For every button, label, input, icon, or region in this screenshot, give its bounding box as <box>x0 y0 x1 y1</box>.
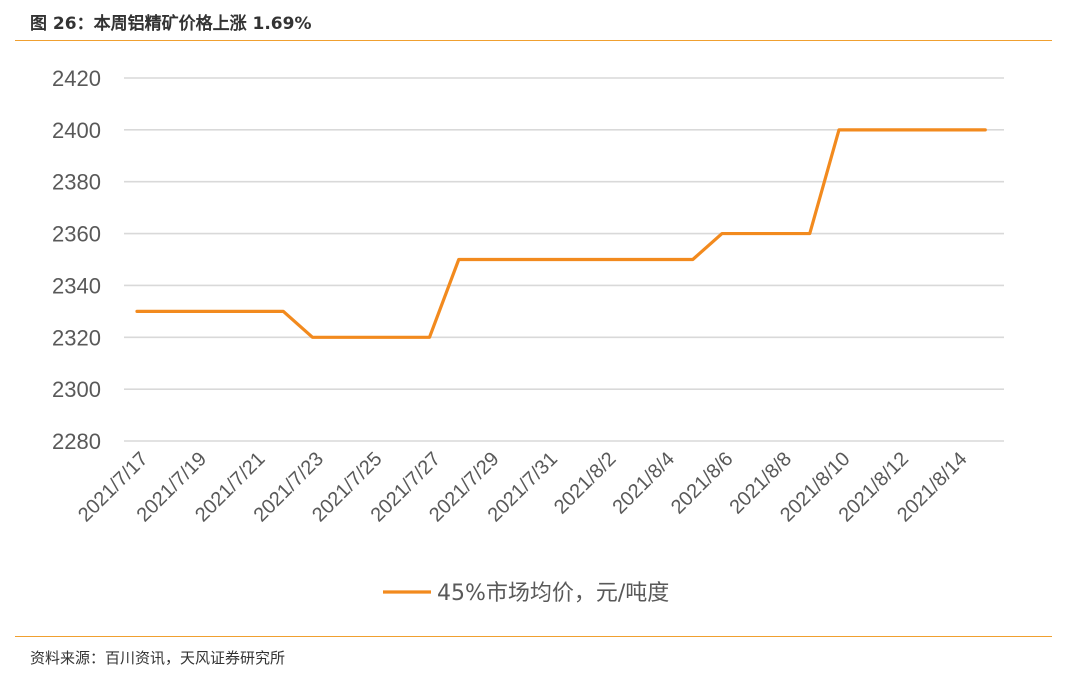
bottom-rule <box>15 636 1052 637</box>
y-axis: 2280 2300 2320 2340 2360 2380 2400 2420 <box>52 66 101 454</box>
y-tick-label: 2340 <box>52 273 101 298</box>
top-rule <box>15 40 1052 41</box>
y-tick-label: 2300 <box>52 377 101 402</box>
series-line <box>135 128 987 339</box>
y-tick-label: 2360 <box>52 222 101 247</box>
y-tick-label: 2420 <box>52 66 101 91</box>
y-tick-label: 2380 <box>52 170 101 195</box>
legend: 45%市场均价，元/吨度 <box>383 581 669 606</box>
series-lines <box>135 128 987 339</box>
x-tick-label: 2021/8/2 <box>550 448 621 519</box>
x-axis: 2021/7/172021/7/192021/7/212021/7/232021… <box>74 448 971 526</box>
y-tick-label: 2400 <box>52 118 101 143</box>
source-note: 资料来源：百川资讯，天风证券研究所 <box>30 649 286 667</box>
y-tick-label: 2280 <box>52 429 101 454</box>
x-tick-label: 2021/8/4 <box>608 448 679 519</box>
figure-title: 图 26：本周铝精矿价格上涨 1.69% <box>30 14 312 34</box>
y-tick-label: 2320 <box>52 325 101 350</box>
legend-label: 45%市场均价，元/吨度 <box>437 581 669 606</box>
x-tick-label: 2021/8/6 <box>667 448 738 519</box>
grid-lines <box>124 77 1004 442</box>
